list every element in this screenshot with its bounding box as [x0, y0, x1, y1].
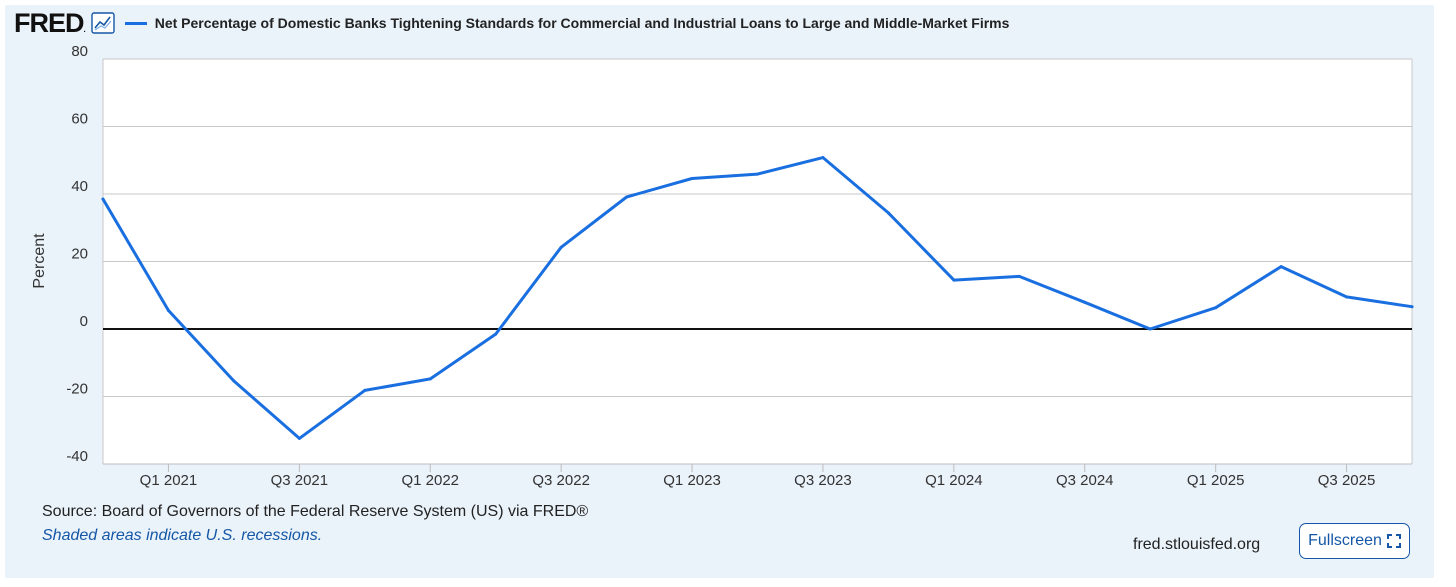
fred-logo[interactable]: FRED.: [14, 7, 86, 38]
data-point: [821, 156, 825, 160]
data-point: [1017, 274, 1021, 278]
x-tick-label: Q1 2025: [1187, 472, 1245, 489]
x-tick-label: Q3 2025: [1318, 472, 1376, 489]
data-point: [625, 195, 629, 199]
gridlines: [102, 58, 1413, 465]
data-point: [363, 388, 367, 392]
data-point: [1279, 265, 1283, 269]
y-tick-label: 60: [71, 111, 88, 128]
source-text: Source: Board of Governors of the Federa…: [42, 503, 589, 520]
data-point: [559, 245, 563, 249]
data-point: [101, 197, 105, 201]
x-tick-label: Q1 2021: [140, 472, 198, 489]
x-tick-label: Q1 2023: [663, 472, 721, 489]
data-point: [1214, 306, 1218, 310]
data-point: [756, 172, 759, 176]
expand-icon: [1386, 534, 1401, 548]
fullscreen-label: Fullscreen: [1308, 532, 1382, 549]
site-link[interactable]: fred.stlouisfed.org: [1133, 536, 1261, 553]
y-tick-label: 0: [80, 313, 88, 330]
x-tick-label: Q3 2024: [1056, 472, 1114, 489]
line-chart: 80 60 40 20 0 -20 -40 Q1 2021 Q3 2021 Q1 2022 Q3 …: [31, 43, 1414, 489]
x-tick-label: Q3 2023: [794, 472, 852, 489]
x-tick-label: Q3 2022: [532, 472, 590, 489]
x-tick-label: Q1 2022: [401, 472, 459, 489]
y-tick-label: -20: [66, 381, 88, 398]
data-point: [428, 377, 432, 381]
data-point: [232, 379, 236, 383]
legend-swatch: [124, 21, 147, 25]
x-axis-ticks: Q1 2021 Q3 2021 Q1 2022 Q3 2022 Q1 2023 Q3 20…: [140, 464, 1376, 489]
y-tick-label: -40: [66, 448, 88, 465]
data-point: [1345, 295, 1349, 299]
data-point: [1410, 305, 1414, 309]
line-chart-icon[interactable]: [91, 12, 115, 34]
data-point: [166, 308, 170, 312]
x-tick-label: Q1 2024: [925, 472, 983, 489]
fullscreen-button[interactable]: Fullscreen: [1299, 523, 1410, 559]
data-point: [952, 278, 956, 282]
x-tick-label: Q3 2021: [271, 472, 329, 489]
data-point: [494, 332, 498, 336]
chart-header: FRED. Net Percentage of Domestic Banks T…: [14, 8, 1009, 38]
y-tick-label: 20: [71, 246, 88, 263]
series-title: Net Percentage of Domestic Banks Tighten…: [154, 15, 1010, 31]
y-tick-label: 80: [71, 43, 88, 60]
y-tick-label: 40: [71, 178, 88, 195]
y-axis-ticks: 80 60 40 20 0 -20 -40: [66, 43, 88, 465]
recession-note: Shaded areas indicate U.S. recessions.: [42, 527, 323, 544]
data-point: [1148, 327, 1152, 331]
data-point: [886, 211, 890, 215]
data-point: [690, 176, 694, 180]
data-point: [1083, 300, 1087, 304]
y-axis-label: Percent: [31, 233, 48, 289]
data-point: [297, 436, 301, 440]
series-group: [101, 156, 1414, 440]
